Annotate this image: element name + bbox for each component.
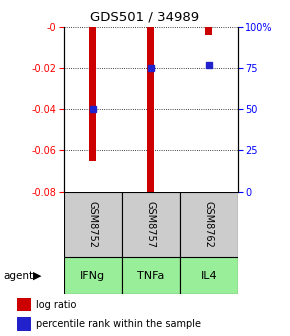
Bar — [180, 192, 238, 257]
Bar — [64, 192, 122, 257]
Text: TNFa: TNFa — [137, 270, 164, 281]
Text: percentile rank within the sample: percentile rank within the sample — [36, 319, 201, 329]
Bar — [64, 257, 122, 294]
Text: IFNg: IFNg — [80, 270, 105, 281]
Bar — [122, 192, 180, 257]
Bar — [17, 317, 30, 331]
Text: GSM8762: GSM8762 — [204, 201, 214, 248]
Text: IL4: IL4 — [200, 270, 217, 281]
Bar — [17, 298, 30, 311]
Text: agent: agent — [3, 270, 33, 281]
Text: GSM8757: GSM8757 — [146, 201, 156, 248]
Bar — [205, 27, 212, 35]
Bar — [180, 257, 238, 294]
Bar — [89, 27, 96, 161]
Bar — [147, 27, 154, 192]
Text: log ratio: log ratio — [36, 300, 76, 310]
Text: ▶: ▶ — [33, 270, 42, 281]
Text: GSM8752: GSM8752 — [88, 201, 98, 248]
Text: GDS501 / 34989: GDS501 / 34989 — [90, 10, 200, 23]
Bar — [122, 257, 180, 294]
